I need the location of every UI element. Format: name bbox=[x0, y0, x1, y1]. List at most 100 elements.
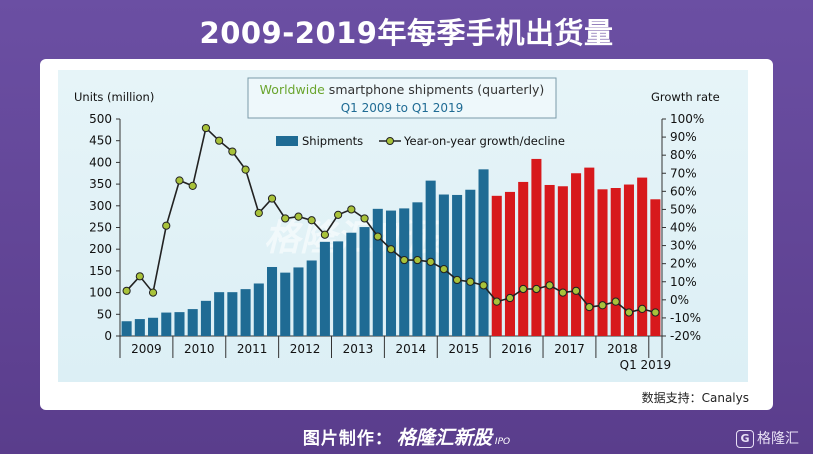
growth-point bbox=[188, 181, 197, 191]
y-tick-right-label: 70% bbox=[670, 166, 697, 180]
y-tick-left-label: 250 bbox=[89, 221, 112, 235]
growth-point bbox=[347, 205, 356, 214]
shipment-bar bbox=[267, 266, 278, 336]
shipment-bar bbox=[372, 208, 383, 336]
shipment-bar bbox=[610, 188, 621, 336]
y-tick-left-label: 50 bbox=[97, 307, 112, 321]
y-tick-right-label: 90% bbox=[670, 130, 697, 144]
growth-point bbox=[215, 136, 224, 145]
y-tick-right-label: 0% bbox=[670, 293, 689, 307]
shipment-bar bbox=[359, 227, 370, 336]
y-tick-right-label: -20% bbox=[670, 329, 701, 343]
shipment-bar bbox=[531, 158, 542, 336]
shipment-bar bbox=[518, 181, 529, 336]
growth-point bbox=[400, 255, 409, 265]
y-tick-left-label: 0 bbox=[104, 329, 112, 343]
y-tick-right-label: 100% bbox=[670, 112, 704, 126]
shipment-bar bbox=[319, 241, 330, 336]
growth-point bbox=[651, 308, 660, 317]
growth-point bbox=[505, 293, 515, 303]
shipment-bar bbox=[333, 241, 344, 336]
year-label: 2010 bbox=[184, 342, 215, 356]
shipment-bar bbox=[385, 210, 397, 336]
legend-bar-swatch bbox=[276, 136, 298, 146]
year-label: 2018 bbox=[607, 342, 638, 356]
shipment-bar bbox=[637, 177, 648, 336]
growth-point bbox=[585, 302, 594, 312]
shipment-bar bbox=[280, 272, 291, 336]
growth-point bbox=[558, 288, 567, 297]
shipment-bar bbox=[346, 232, 357, 336]
shipment-bar bbox=[452, 194, 463, 336]
growth-point bbox=[598, 301, 607, 310]
footer-brand: 格隆汇新股 bbox=[396, 427, 492, 449]
growth-point bbox=[426, 257, 435, 266]
shipment-bar bbox=[134, 319, 145, 336]
growth-point bbox=[413, 255, 422, 265]
growth-point bbox=[307, 216, 316, 225]
growth-point bbox=[135, 272, 144, 281]
growth-point bbox=[281, 214, 290, 223]
shipment-bar bbox=[571, 173, 582, 336]
growth-point bbox=[571, 286, 581, 295]
growth-point bbox=[360, 214, 369, 223]
shipment-bar bbox=[148, 317, 159, 336]
page-title: 2009-2019年每季手机出货量 bbox=[199, 16, 614, 50]
y-tick-right-label: 40% bbox=[670, 221, 697, 235]
y-tick-left-label: 350 bbox=[89, 177, 112, 191]
year-label: 2017 bbox=[554, 342, 585, 356]
shipment-bar bbox=[597, 189, 608, 336]
shipment-bar bbox=[478, 169, 489, 336]
growth-point bbox=[228, 147, 237, 156]
year-label: 2013 bbox=[343, 342, 374, 356]
y-tick-left-label: 150 bbox=[89, 264, 112, 278]
corner-logo: G 格隆汇 bbox=[736, 428, 799, 448]
shipment-bar bbox=[557, 186, 568, 336]
corner-logo-text: 格隆汇 bbox=[757, 431, 799, 447]
shipment-bar bbox=[161, 312, 172, 336]
y-tick-left-label: 300 bbox=[89, 199, 112, 213]
growth-point bbox=[162, 221, 171, 230]
growth-point bbox=[334, 210, 343, 219]
shipment-bar bbox=[121, 321, 132, 336]
growth-point bbox=[148, 288, 158, 297]
shipment-bar bbox=[650, 199, 661, 336]
y-tick-left-label: 450 bbox=[89, 134, 112, 148]
chart-title-box bbox=[247, 77, 557, 119]
footer-label: 图片制作： bbox=[302, 429, 393, 449]
shipment-bar bbox=[623, 184, 634, 336]
growth-point bbox=[532, 284, 541, 294]
growth-point bbox=[254, 208, 263, 218]
chart-title: Worldwide smartphone shipments (quarterl… bbox=[260, 82, 545, 97]
growth-point bbox=[386, 245, 396, 254]
growth-point bbox=[122, 286, 131, 295]
year-label: 2016 bbox=[501, 342, 532, 356]
legend-line-marker bbox=[386, 137, 394, 145]
y-tick-right-label: 50% bbox=[670, 202, 697, 216]
y-tick-left-label: 400 bbox=[89, 155, 112, 169]
shipment-bar bbox=[504, 191, 515, 336]
chart-title-rest: smartphone shipments (quarterly) bbox=[325, 82, 544, 97]
y-tick-right-label: 30% bbox=[670, 239, 697, 253]
footer-credit: 图片制作： 格隆汇新股 IPO bbox=[0, 423, 813, 450]
y-tick-right-label: 80% bbox=[670, 148, 697, 162]
growth-point bbox=[267, 194, 277, 203]
year-label: Q1 2019 bbox=[620, 358, 671, 372]
y-axis-left-label: Units (million) bbox=[74, 90, 154, 104]
source-note: 数据支持：Canalys bbox=[641, 391, 749, 405]
shipment-bar bbox=[214, 292, 225, 336]
y-tick-left-label: 100 bbox=[89, 286, 112, 300]
shipment-bar bbox=[187, 309, 198, 336]
growth-point bbox=[320, 230, 330, 239]
chart-subtitle: Q1 2009 to Q1 2019 bbox=[341, 101, 464, 115]
growth-point bbox=[545, 281, 554, 290]
y-tick-left-label: 200 bbox=[89, 242, 112, 256]
y-tick-left-label: 500 bbox=[89, 112, 112, 126]
growth-point bbox=[201, 123, 211, 133]
shipment-bar bbox=[491, 195, 502, 336]
year-label: 2014 bbox=[396, 342, 427, 356]
y-tick-right-label: 20% bbox=[670, 257, 697, 271]
year-label: 2012 bbox=[290, 342, 321, 356]
shipment-bar bbox=[544, 184, 555, 336]
shipment-bar bbox=[293, 267, 304, 336]
